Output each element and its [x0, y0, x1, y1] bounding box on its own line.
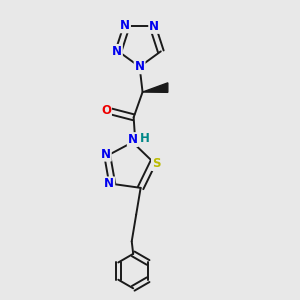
Text: S: S: [152, 157, 161, 170]
Text: N: N: [101, 148, 111, 161]
Text: H: H: [140, 132, 150, 145]
Text: N: N: [112, 45, 122, 58]
Text: N: N: [149, 20, 159, 33]
Text: N: N: [104, 177, 114, 190]
Text: N: N: [135, 60, 145, 73]
Text: O: O: [101, 104, 111, 117]
Text: N: N: [120, 20, 130, 32]
Text: N: N: [128, 133, 138, 146]
Polygon shape: [142, 83, 168, 92]
